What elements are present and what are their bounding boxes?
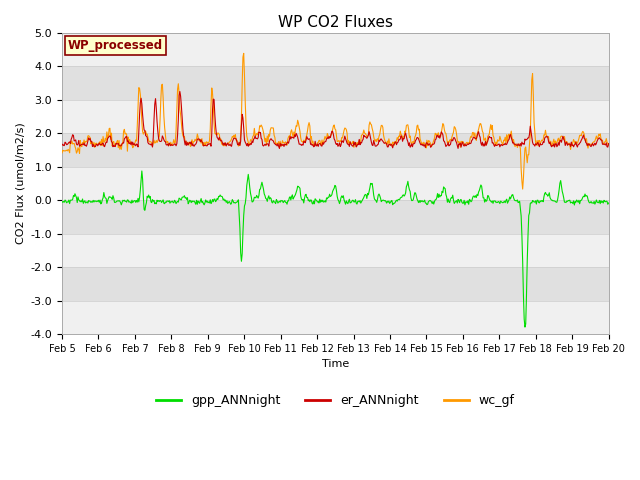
- Bar: [62, 99, 609, 133]
- er_ANNnight: [209, 96, 217, 102]
- gpp_ANNnight: [68, 197, 76, 203]
- Y-axis label: CO2 Flux (umol/m2/s): CO2 Flux (umol/m2/s): [15, 122, 25, 244]
- er_ANNnight: [419, 143, 426, 148]
- er_ANNnight: [68, 134, 76, 140]
- gpp_ANNnight: [180, 193, 188, 199]
- gpp_ANNnight: [419, 198, 426, 204]
- gpp_ANNnight: [58, 199, 66, 204]
- Bar: [62, 200, 609, 234]
- wc_gf: [605, 142, 612, 148]
- Line: er_ANNnight: er_ANNnight: [62, 92, 609, 148]
- wc_gf: [419, 140, 426, 146]
- er_ANNnight: [605, 141, 612, 146]
- gpp_ANNnight: [124, 197, 132, 203]
- wc_gf: [68, 138, 76, 144]
- Line: wc_gf: wc_gf: [62, 53, 609, 189]
- gpp_ANNnight: [138, 168, 146, 174]
- Title: WP CO2 Fluxes: WP CO2 Fluxes: [278, 15, 393, 30]
- Bar: [62, 167, 609, 200]
- gpp_ANNnight: [209, 199, 217, 204]
- Bar: [62, 133, 609, 167]
- Line: gpp_ANNnight: gpp_ANNnight: [62, 171, 609, 327]
- wc_gf: [240, 50, 248, 56]
- wc_gf: [180, 134, 188, 140]
- wc_gf: [124, 134, 132, 140]
- Bar: [62, 66, 609, 99]
- wc_gf: [209, 91, 216, 96]
- wc_gf: [519, 186, 527, 192]
- Bar: [62, 33, 609, 66]
- Legend: gpp_ANNnight, er_ANNnight, wc_gf: gpp_ANNnight, er_ANNnight, wc_gf: [151, 389, 520, 412]
- er_ANNnight: [180, 138, 188, 144]
- er_ANNnight: [403, 133, 410, 139]
- X-axis label: Time: Time: [322, 360, 349, 370]
- gpp_ANNnight: [403, 184, 410, 190]
- wc_gf: [403, 123, 410, 129]
- Bar: [62, 267, 609, 300]
- er_ANNnight: [58, 142, 66, 148]
- Text: WP_processed: WP_processed: [67, 38, 163, 51]
- gpp_ANNnight: [605, 200, 612, 206]
- Bar: [62, 234, 609, 267]
- Bar: [62, 300, 609, 334]
- gpp_ANNnight: [521, 324, 529, 330]
- er_ANNnight: [124, 138, 132, 144]
- er_ANNnight: [176, 89, 184, 95]
- wc_gf: [58, 150, 66, 156]
- er_ANNnight: [454, 145, 462, 151]
